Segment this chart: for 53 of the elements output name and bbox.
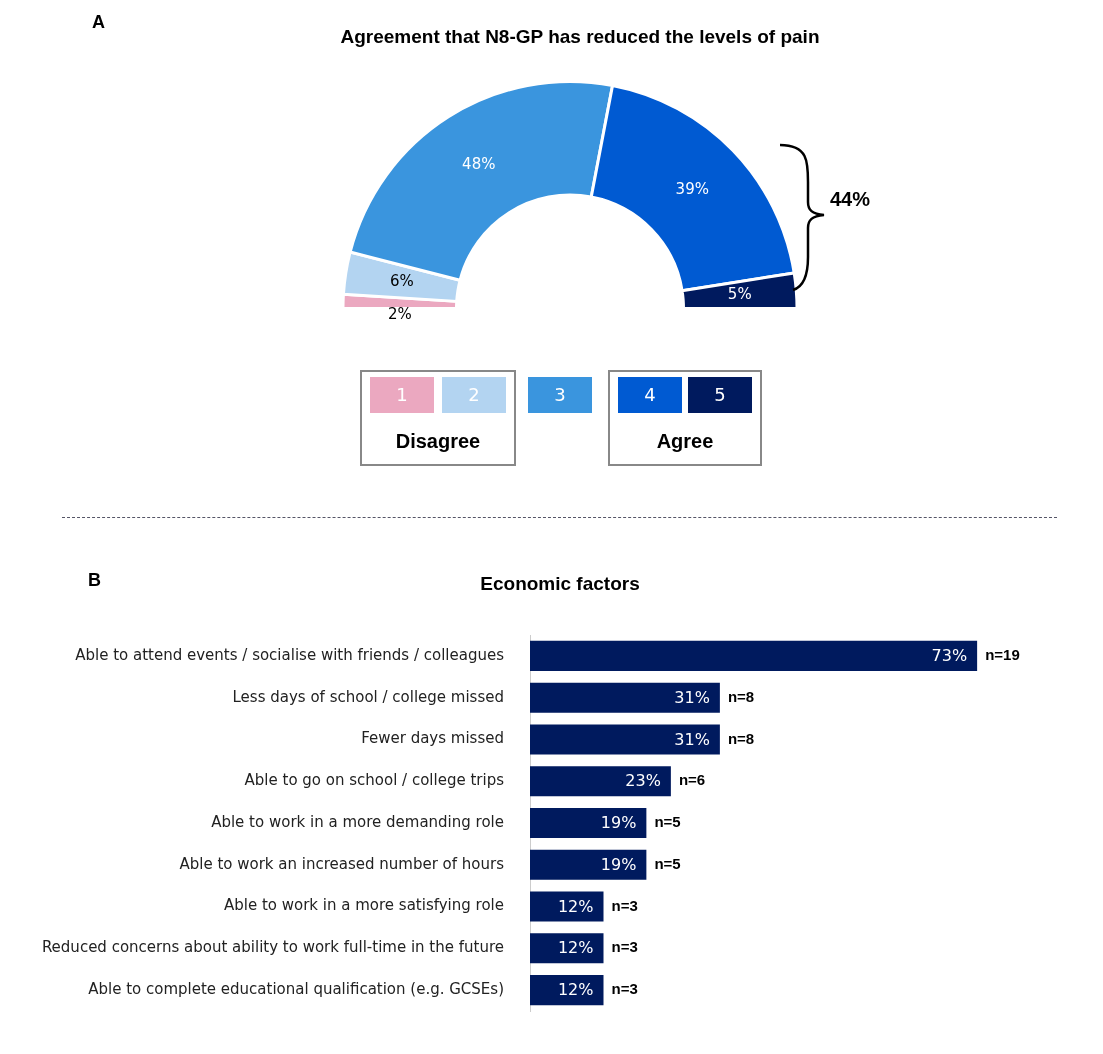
bar	[530, 682, 720, 713]
bar	[530, 640, 978, 671]
data-label: 12%	[557, 980, 594, 1000]
bar	[530, 766, 671, 797]
legend-label: 2	[464, 377, 484, 413]
annotation: n=6	[678, 771, 706, 789]
text: A	[92, 12, 105, 33]
data-label: 19%	[600, 813, 637, 833]
legend-label: 5	[710, 377, 730, 413]
y-tick-label: Able to work in a more demanding role	[211, 812, 504, 831]
annotation: n=19	[985, 646, 1020, 664]
y-tick-label: Able to complete educational qualification (e.g. GCSEs)	[88, 980, 504, 998]
y-tick-label: Reduced concerns about ability to work full-time in the future	[41, 938, 504, 957]
annotation: n=3	[611, 938, 638, 956]
data-label: 12%	[557, 938, 594, 958]
annotation: n=8	[727, 687, 755, 705]
chart-title: Agreement that N8-GP has reduced the levels of pain	[339, 26, 821, 48]
annotation: n=3	[611, 980, 638, 998]
data-label: 12%	[557, 896, 594, 916]
y-tick-label: Fewer days missed	[361, 729, 504, 748]
y-tick-label: Able to work in a more satisfying role	[223, 896, 504, 915]
text: Disagree	[394, 430, 482, 453]
data-label: 19%	[600, 854, 637, 874]
text: B	[88, 570, 101, 591]
text: Agree	[655, 430, 715, 453]
annotation: n=5	[654, 854, 681, 872]
data-label: 73%	[931, 646, 968, 666]
data-label: 2%	[387, 305, 412, 324]
legend-label: 1	[392, 377, 412, 413]
data-label: 5%	[727, 285, 752, 304]
data-label: 31%	[674, 687, 710, 707]
y-tick-label: Able to attend events / socialise with friends / colleagues	[75, 645, 505, 664]
bar	[530, 724, 720, 755]
legend-label: 4	[640, 377, 660, 413]
annotation: n=8	[727, 729, 755, 747]
chart-title: Economic factors	[479, 573, 641, 595]
bar	[530, 933, 604, 964]
bar	[530, 891, 604, 922]
annotation: n=3	[611, 896, 638, 914]
bar	[530, 975, 604, 1006]
text: 44%	[830, 188, 871, 211]
data-label: 23%	[625, 771, 661, 791]
bar	[530, 807, 647, 839]
y-tick-label: Able to work an increased number of hours	[179, 854, 505, 873]
data-label: 39%	[675, 179, 709, 198]
legend-label: 3	[550, 377, 570, 413]
y-tick-label: Able to go on school / college trips	[244, 771, 505, 790]
bar	[530, 849, 647, 880]
data-label: 31%	[674, 729, 710, 749]
data-label: 6%	[389, 271, 414, 290]
annotation: n=5	[654, 813, 681, 831]
data-label: 48%	[462, 154, 496, 173]
y-tick-label: Less days of school / college missed	[232, 687, 504, 706]
